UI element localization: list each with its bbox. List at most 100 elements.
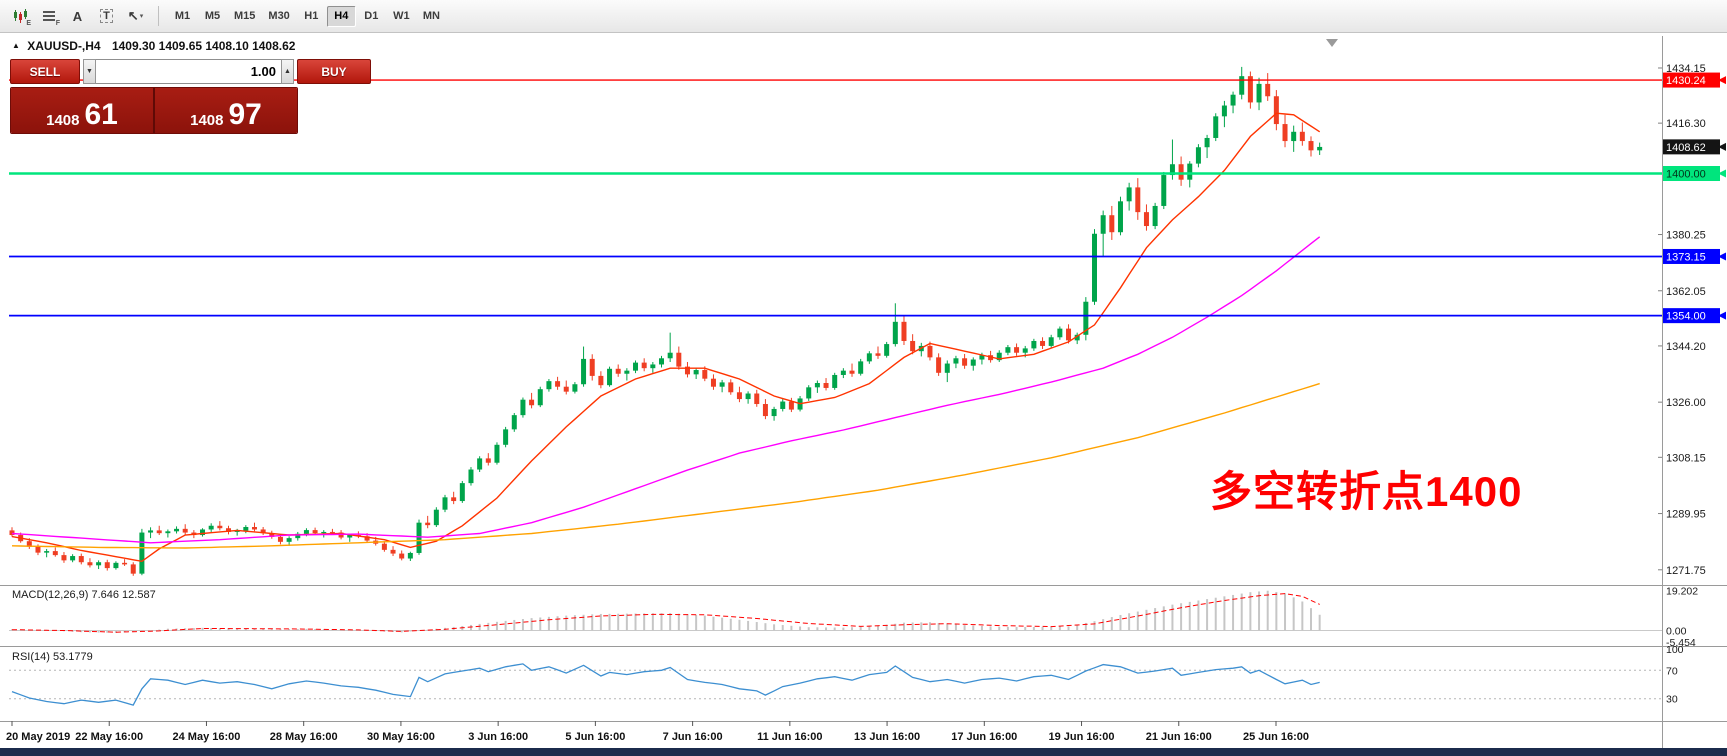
candle-body	[1299, 131, 1305, 142]
candle-body	[26, 541, 32, 547]
candle-body	[771, 408, 777, 417]
sell-price[interactable]: 1408 61	[11, 88, 155, 133]
candle-body	[122, 562, 128, 565]
panel-expand-icon[interactable]: ▲	[12, 41, 20, 50]
candle-body	[1169, 164, 1175, 176]
timeframe-m30[interactable]: M30	[262, 6, 295, 27]
candle-body	[702, 370, 708, 379]
time-tick-label: 17 Jun 16:00	[951, 731, 1017, 743]
text-tool-icon[interactable]: T	[93, 4, 120, 28]
timeframe-m1[interactable]: M1	[168, 6, 197, 27]
candle-body	[875, 353, 881, 356]
label-tool-icon[interactable]: A	[64, 4, 91, 28]
timeframe-w1[interactable]: W1	[387, 6, 416, 27]
price-tick-label: 1344.20	[1666, 341, 1706, 353]
candle-body	[624, 370, 630, 374]
time-tick-label: 30 May 16:00	[367, 731, 435, 743]
buy-button[interactable]: BUY	[297, 59, 371, 84]
candle-body	[104, 562, 110, 569]
level-1430.24-edge-marker	[1718, 76, 1726, 85]
candle-body	[433, 509, 439, 526]
price-tick-label: 1326.00	[1666, 397, 1706, 409]
list-glyph	[42, 10, 55, 21]
candle-body	[537, 389, 543, 406]
symbol-period: XAUUSD-,H4	[27, 39, 101, 53]
candle-body	[1040, 340, 1046, 346]
candle-body	[113, 562, 119, 569]
candle-body	[269, 533, 275, 537]
candle-body	[208, 525, 214, 530]
candle-body	[633, 362, 639, 371]
candle-body	[1239, 76, 1245, 95]
macd-label: MACD(12,26,9) 7.646 12.587	[12, 589, 156, 601]
toolbar-separator	[158, 6, 159, 26]
volume-down-button[interactable]: ▼	[83, 59, 96, 84]
timeframe-m5[interactable]: M5	[198, 6, 227, 27]
candle-body	[1126, 187, 1132, 202]
candle-body	[650, 364, 656, 369]
candle-body	[1066, 328, 1072, 341]
time-tick-label: 19 Jun 16:00	[1049, 731, 1115, 743]
timeframe-d1[interactable]: D1	[357, 6, 386, 27]
candle-body	[659, 358, 664, 365]
candle-body	[1031, 340, 1037, 349]
chart-window-icon[interactable]: E	[6, 4, 33, 28]
candle-body	[581, 358, 587, 385]
candle-body	[321, 531, 327, 534]
buy-price[interactable]: 1408 97	[155, 88, 297, 133]
price-tick-label: 1271.75	[1666, 565, 1706, 577]
level-1430.24-badge	[1663, 72, 1720, 88]
candle-body	[555, 381, 561, 387]
candle-body	[1152, 205, 1158, 227]
candle-body	[832, 374, 838, 388]
candle-body	[1092, 233, 1097, 302]
macd-axis-label: -5.454	[1666, 637, 1696, 649]
timeframe-mn[interactable]: MN	[417, 6, 446, 27]
candlestick-glyph	[13, 8, 27, 23]
candle-body	[676, 352, 682, 367]
candle-body	[1161, 175, 1167, 206]
cursor-tool-icon[interactable]: ↖ ▾	[122, 4, 149, 28]
candle-body	[364, 536, 370, 541]
candle-body	[312, 530, 318, 534]
candle-body	[156, 530, 162, 534]
sell-button[interactable]: SELL	[10, 59, 80, 84]
candle-body	[970, 359, 976, 366]
chart-annotation[interactable]: 多空转折点1400	[1210, 468, 1523, 515]
candle-body	[148, 530, 154, 533]
candle-body	[139, 532, 145, 574]
time-tick-label: 21 Jun 16:00	[1146, 731, 1212, 743]
candle-body	[286, 538, 292, 542]
candle-body	[277, 536, 283, 542]
timeframe-m15[interactable]: M15	[228, 6, 261, 27]
chart-shift-marker	[1326, 39, 1338, 47]
candle-body	[1195, 147, 1201, 164]
candle-body	[1022, 348, 1028, 353]
volume-input[interactable]	[96, 59, 281, 84]
volume-up-button[interactable]: ▲	[281, 59, 294, 84]
candle-body	[234, 530, 240, 532]
candle-body	[1048, 337, 1054, 346]
candle-body	[503, 429, 509, 445]
candle-body	[1100, 215, 1106, 234]
candle-body	[1273, 96, 1279, 125]
candle-body	[529, 399, 535, 406]
icon-sub-label: F	[55, 20, 60, 27]
candle-body	[1282, 124, 1288, 142]
candle-body	[174, 528, 180, 532]
candle-body	[806, 387, 812, 399]
timeframe-h1[interactable]: H1	[297, 6, 326, 27]
profile-list-icon[interactable]: F	[35, 4, 62, 28]
candle-body	[251, 526, 257, 530]
candle-body	[641, 362, 647, 369]
candle-body	[1117, 201, 1123, 233]
candle-body	[416, 522, 422, 553]
candle-body	[485, 458, 491, 463]
timeframe-h4[interactable]: H4	[326, 5, 356, 27]
buy-price-pips: 97	[228, 98, 262, 132]
candle-body	[892, 321, 898, 345]
rsi-axis-label: 70	[1666, 665, 1678, 677]
candle-body	[70, 556, 76, 561]
sell-price-main: 1408	[46, 112, 80, 129]
candle-body	[858, 361, 864, 374]
